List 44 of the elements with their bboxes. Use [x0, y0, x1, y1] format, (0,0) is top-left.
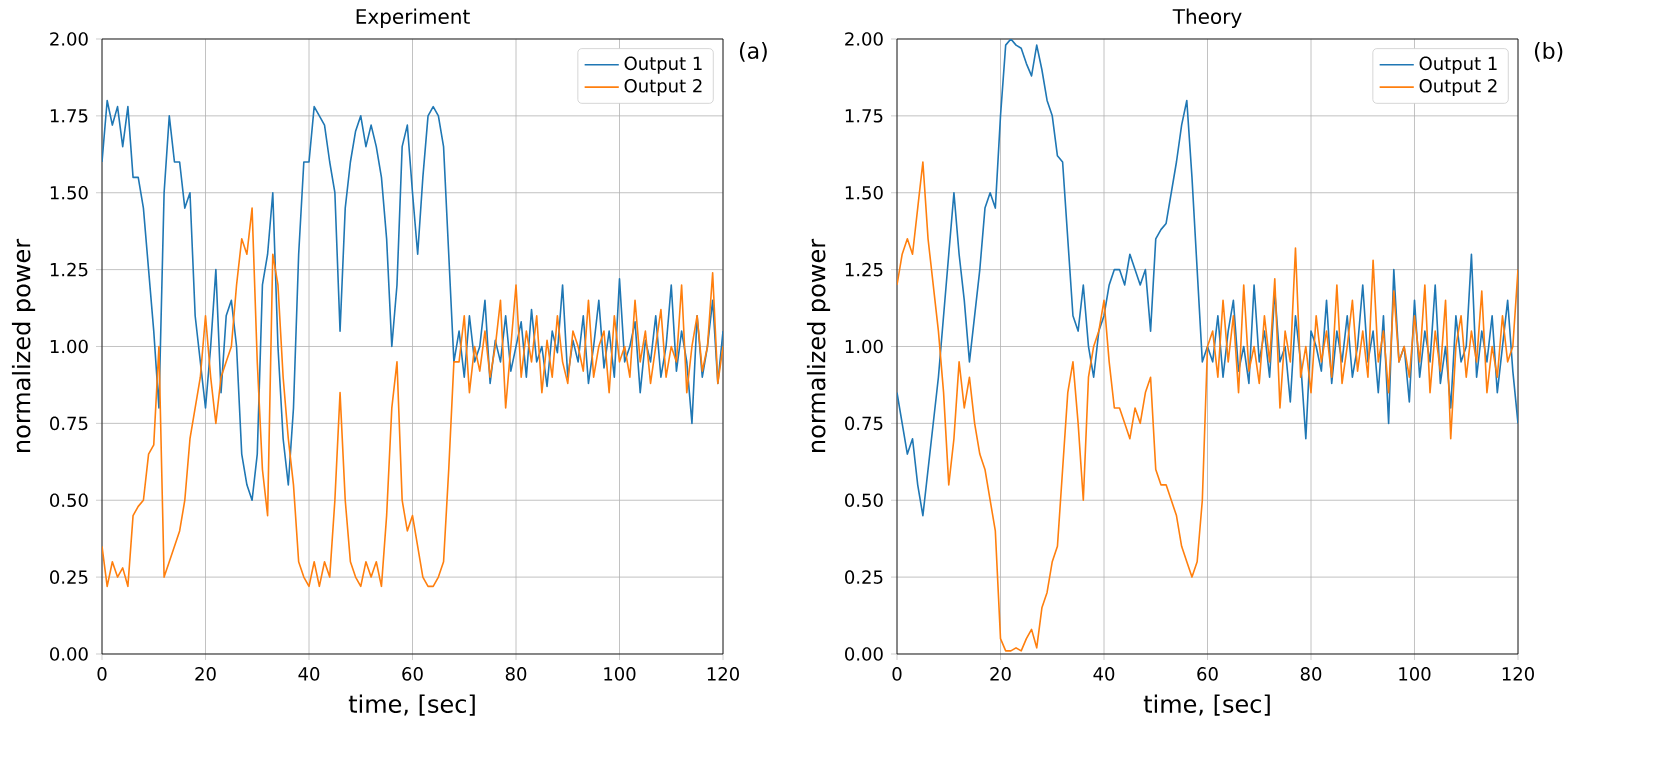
y-axis-title: normalized power: [11, 238, 36, 452]
legend-label: Output 2: [624, 78, 702, 97]
y-tick-label: 0.00: [845, 647, 883, 661]
y-tick-label: 1.00: [845, 339, 883, 354]
y-tick-label: 0.25: [50, 570, 88, 584]
x-tick-label: 120: [707, 667, 739, 681]
x-tick-label: 100: [1399, 667, 1431, 681]
x-tick-label: 0: [892, 667, 902, 681]
y-tick-label: 1.50: [845, 185, 883, 200]
y-tick-label: 1.50: [50, 185, 88, 200]
y-tick-label: 0.25: [845, 570, 883, 584]
y-tick-label: 1.00: [50, 339, 88, 354]
legend-label: Output 2: [1419, 78, 1497, 97]
y-axis-title: normalized power: [806, 238, 831, 452]
x-axis-title: time, [sec]: [1143, 694, 1270, 716]
x-tick-label: 120: [1502, 667, 1534, 681]
text: (a): [739, 42, 767, 62]
y-tick-label: 0.50: [845, 493, 883, 508]
legend-label: Output 1: [1419, 56, 1497, 74]
text: (b): [1534, 42, 1563, 62]
x-axis-title: time, [sec]: [348, 694, 475, 716]
y-tick-label: 2.00: [50, 32, 88, 46]
y-tick-label: 0.50: [50, 493, 88, 508]
x-tick-label: 40: [298, 667, 320, 681]
legend-label: Output 1: [624, 56, 702, 74]
x-tick-label: 60: [1197, 667, 1218, 681]
y-tick-label: 1.25: [845, 262, 883, 277]
y-tick-label: 1.75: [845, 109, 883, 123]
y-tick-label: 0.75: [50, 416, 88, 431]
x-tick-label: 40: [1093, 667, 1115, 681]
y-tick-label: 0.75: [845, 416, 883, 431]
x-tick-label: 80: [505, 667, 527, 681]
y-tick-label: 1.75: [50, 109, 88, 123]
chart-title: Theory: [1172, 8, 1242, 28]
chart-title: Experiment: [356, 8, 470, 28]
x-tick-label: 100: [604, 667, 636, 681]
x-tick-label: 20: [990, 667, 1011, 681]
x-tick-label: 0: [97, 667, 107, 681]
x-tick-label: 60: [402, 667, 423, 681]
y-tick-label: 1.25: [50, 262, 88, 277]
y-tick-label: 2.00: [845, 32, 883, 46]
x-tick-label: 80: [1300, 667, 1322, 681]
y-tick-label: 0.00: [50, 647, 88, 661]
x-tick-label: 20: [195, 667, 216, 681]
